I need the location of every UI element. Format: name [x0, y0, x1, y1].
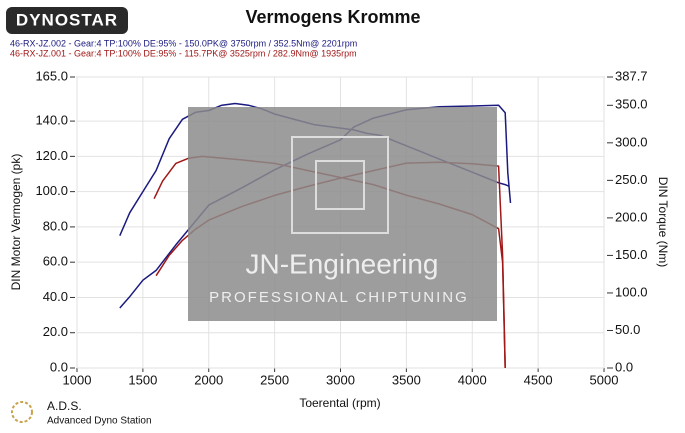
watermark-icon [315, 160, 365, 210]
x-tick-label: 3500 [392, 372, 421, 387]
y-axis-label: DIN Motor Vermogen (pk) [9, 154, 23, 291]
y-tick-label: 0.0 [50, 359, 68, 374]
x-axis-label: Toerental (rpm) [299, 396, 380, 410]
y-tick-label: 20.0 [43, 324, 68, 339]
x-tick-label: 4000 [458, 372, 487, 387]
y-tick-label: 140.0 [35, 113, 68, 128]
chart-title: Vermogens Kromme [245, 7, 420, 27]
y2-tick-label: 250.0 [615, 172, 648, 187]
x-tick-label: 4500 [524, 372, 553, 387]
x-tick-label: 3000 [326, 372, 355, 387]
x-tick-label: 2000 [194, 372, 223, 387]
x-tick-label: 1500 [128, 372, 157, 387]
y2-tick-label: 150.0 [615, 247, 648, 262]
y2-axis-label: DIN Torque (Nm) [656, 177, 670, 267]
watermark-icon [291, 136, 389, 234]
footer-icon [11, 401, 33, 423]
y-tick-label: 120.0 [35, 148, 68, 163]
legend-entry: 46-RX-JZ.001 - Gear:4 TP:100% DE:95% - 1… [10, 48, 357, 58]
x-tick-label: 1000 [63, 372, 92, 387]
y2-tick-label: 300.0 [615, 134, 648, 149]
footer-title: A.D.S. [47, 399, 82, 413]
legend-entry: 46-RX-JZ.002 - Gear:4 TP:100% DE:95% - 1… [10, 38, 357, 48]
y2-tick-label: 200.0 [615, 209, 648, 224]
x-tick-label: 2500 [260, 372, 289, 387]
y-tick-label: 100.0 [35, 183, 68, 198]
watermark-title: JN-Engineering [246, 248, 439, 279]
x-tick-label: 5000 [590, 372, 619, 387]
y-tick-label: 40.0 [43, 289, 68, 304]
footer-subtitle: Advanced Dyno Station [47, 416, 152, 427]
y2-tick-label: 0.0 [615, 359, 633, 374]
logo-box [6, 7, 128, 34]
y2-tick-label: 387.7 [615, 68, 648, 83]
watermark-subtitle: PROFESSIONAL CHIPTUNING [209, 289, 469, 306]
y-tick-label: 60.0 [43, 254, 68, 269]
y-tick-label: 165.0 [35, 68, 68, 83]
y-tick-label: 80.0 [43, 218, 68, 233]
y2-tick-label: 50.0 [615, 322, 640, 337]
watermark-box [188, 107, 497, 321]
y2-tick-label: 100.0 [615, 284, 648, 299]
logo: DYNOSTAR [16, 10, 118, 29]
y2-tick-label: 350.0 [615, 97, 648, 112]
